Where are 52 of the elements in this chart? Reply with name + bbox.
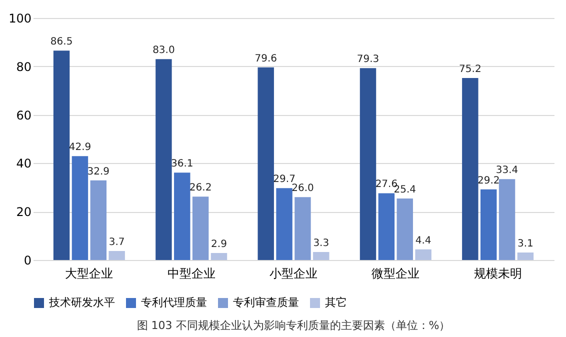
bar <box>53 50 70 260</box>
legend-label: 技术研发水平 <box>48 296 115 309</box>
bar <box>313 252 330 260</box>
y-tick-label: 100 <box>8 12 32 26</box>
x-tick-label: 中型企业 <box>167 266 216 280</box>
data-label: 83.0 <box>152 45 175 56</box>
data-label: 75.2 <box>459 64 482 76</box>
bar <box>360 68 376 260</box>
bar <box>276 188 292 260</box>
bar <box>462 78 478 260</box>
bar <box>378 193 395 260</box>
bar <box>192 196 209 260</box>
bar <box>90 180 107 260</box>
bar <box>517 252 534 260</box>
data-label: 29.2 <box>477 175 500 186</box>
x-tick-label: 微型企业 <box>372 266 420 280</box>
x-tick-label: 大型企业 <box>65 266 114 280</box>
y-tick-label: 20 <box>16 205 32 220</box>
data-label: 3.3 <box>313 238 330 250</box>
data-label: 25.4 <box>394 184 416 196</box>
x-tick-label: 规模未明 <box>474 266 522 280</box>
data-label: 33.4 <box>496 165 518 176</box>
data-label: 26.2 <box>189 182 212 194</box>
bar <box>108 251 125 260</box>
data-label: 2.9 <box>211 238 227 250</box>
bar <box>480 189 497 260</box>
data-label: 26.0 <box>292 183 314 194</box>
bar <box>258 67 274 260</box>
legend-label: 其它 <box>325 296 347 309</box>
x-tick-label: 小型企业 <box>270 266 318 280</box>
bar <box>415 249 432 260</box>
bar <box>396 198 413 260</box>
data-label: 32.9 <box>87 166 110 178</box>
bar <box>210 252 228 260</box>
y-tick-label: 60 <box>16 108 32 122</box>
legend-label: 专利审查质量 <box>233 296 299 309</box>
y-tick-label: 80 <box>16 60 32 74</box>
bar <box>72 156 88 260</box>
legend-label: 专利代理质量 <box>141 296 207 309</box>
caption: 图 103 不同规模企业认为影响专利质量的主要因素（单位：%） <box>136 319 450 332</box>
data-label: 3.1 <box>518 238 534 250</box>
data-label: 86.5 <box>50 36 73 48</box>
bar <box>498 179 516 260</box>
data-label: 79.3 <box>356 54 380 66</box>
bar <box>294 197 311 260</box>
y-tick-label: 0 <box>24 254 32 268</box>
bar <box>174 172 190 260</box>
bar <box>156 59 172 260</box>
y-tick-label: 40 <box>16 156 32 171</box>
data-label: 3.7 <box>108 237 125 248</box>
data-label: 79.6 <box>254 53 277 64</box>
data-label: 4.4 <box>415 235 432 246</box>
